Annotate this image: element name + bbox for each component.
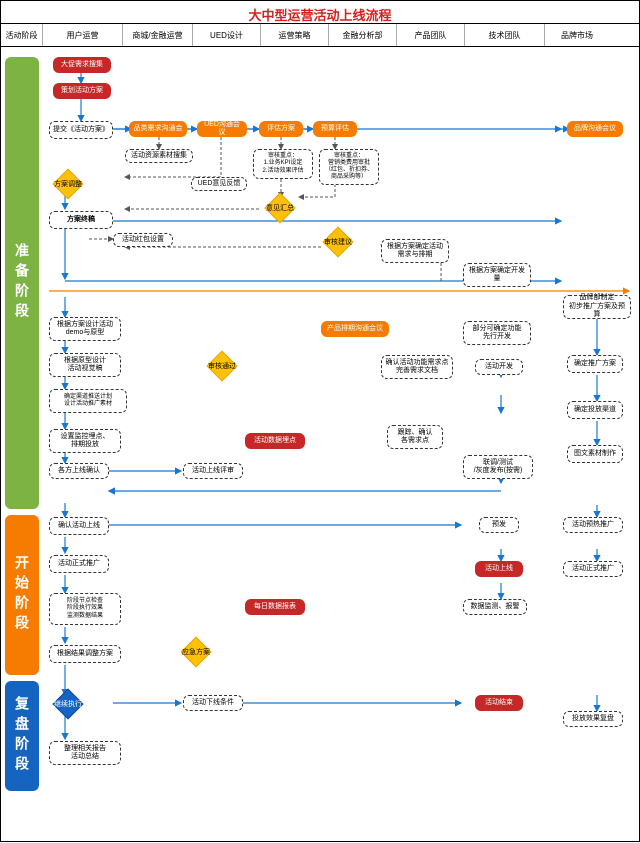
col-phase: 活动阶段 xyxy=(1,24,43,46)
node-data-track: 活动数据埋点 xyxy=(245,433,305,449)
node-early-dev: 部分可确定功能 先行开发 xyxy=(463,321,531,345)
col-tech: 技术团队 xyxy=(465,24,545,46)
node-resource-collect: 活动资源素材搜集 xyxy=(125,149,193,163)
node-review-suggest: 审核建议 xyxy=(322,226,353,257)
col-finance-analysis: 金融分析部 xyxy=(329,24,397,46)
page-title: 大中型运营活动上线流程 xyxy=(1,5,639,24)
node-plan-scheme: 策划活动方案 xyxy=(53,83,111,99)
col-ued: UED设计 xyxy=(193,24,261,46)
node-online-confirm: 各方上线确认 xyxy=(49,463,109,479)
node-category-meeting: 品类需求沟通会 xyxy=(129,121,187,137)
node-offline-cond: 活动下线条件 xyxy=(183,695,243,711)
col-mall-finance: 商城/金融运营 xyxy=(123,24,193,46)
node-promo-plan: 确定推广方案 xyxy=(567,355,623,373)
node-eval-plan: 评估方案 xyxy=(259,121,303,137)
node-dev: 活动开发 xyxy=(475,359,523,375)
node-prepub: 预发 xyxy=(479,517,519,533)
node-brand-initial: 品牌部制定 初步推广方案及预算 xyxy=(563,295,631,319)
node-material: 图文素材制作 xyxy=(567,445,623,463)
node-redpack: 活动红包设置 xyxy=(113,233,173,247)
col-product: 产品团队 xyxy=(397,24,465,46)
node-official-promo: 活动正式推广 xyxy=(49,555,109,573)
node-official-promo2: 活动正式推广 xyxy=(563,561,623,577)
node-emergency: 应急方案 xyxy=(180,636,211,667)
node-confirm-online: 确认活动上线 xyxy=(49,517,109,535)
node-go-live: 活动上线 xyxy=(475,561,523,577)
node-continue: 继续执行 xyxy=(52,688,83,719)
node-online-review: 活动上线评审 xyxy=(183,463,243,479)
node-brand-meeting: 品牌沟通会议 xyxy=(567,121,623,137)
col-strategy: 运营策略 xyxy=(261,24,329,46)
node-ued-meeting: UED沟通会议 xyxy=(197,121,247,137)
node-review2: 审核重点： 营销类费用审批 （红包、折扣券、 商品采购等） xyxy=(319,149,379,185)
node-visual-draft: 根据原型设计 活动视觉稿 xyxy=(49,353,121,377)
node-product-schedule: 根据方案确定活动需求与排期 xyxy=(381,239,449,263)
column-headers: 活动阶段 用户运营 商城/金融运营 UED设计 运营策略 金融分析部 产品团队 … xyxy=(1,23,639,47)
node-adjust: 方案调整 xyxy=(52,168,83,199)
node-summary: 意见汇总 xyxy=(264,192,295,223)
node-channel: 确定投放渠道 xyxy=(567,401,623,419)
node-review1: 审核重点： 1.业务KPI设定 2.活动效果评估 xyxy=(253,149,313,179)
node-approve: 审核通过 xyxy=(206,350,237,381)
phase-prepare: 准备阶段 xyxy=(5,57,39,509)
node-adjust-result: 根据结果调整方案 xyxy=(49,645,121,663)
node-demo-proto: 根据方案设计活动 demo与原型 xyxy=(49,317,121,341)
node-product-sched-meeting: 产品排期沟通会议 xyxy=(321,321,389,337)
node-submit-plan: 提交《活动方案》 xyxy=(49,121,113,139)
node-budget-eval: 预算评估 xyxy=(313,121,357,137)
node-warmup: 活动预热推广 xyxy=(563,517,623,533)
node-final-plan: 方案终稿 xyxy=(49,211,113,229)
node-demand-collect: 大促需求搜集 xyxy=(53,57,111,73)
node-confirm-req: 确认活动功能需求点 完善需求文档 xyxy=(381,355,453,379)
col-brand: 品牌市场 xyxy=(545,24,609,46)
col-user-ops: 用户运营 xyxy=(43,24,123,46)
node-summary-report: 整理相关报告 活动总结 xyxy=(49,741,121,765)
phase-start: 开始阶段 xyxy=(5,515,39,675)
node-effect-review: 投放效果复盘 xyxy=(563,711,623,727)
phase-review: 复盘阶段 xyxy=(5,681,39,791)
node-dev-scope: 根据方案确定开发量 xyxy=(463,263,531,287)
node-end: 活动结束 xyxy=(475,695,523,711)
node-ued-feedback: UED意见反馈 xyxy=(191,177,247,191)
node-channel-plan: 确定渠道推送计划 设计活动推广素材 xyxy=(49,389,127,413)
node-test-gray: 联调/测试 /灰度发布(按需) xyxy=(463,455,533,479)
node-stage-check: 阶段节点检查 阶段执行效果 监测数据结果 xyxy=(49,593,121,625)
node-monitor-alert: 数据监测、报警 xyxy=(463,599,527,615)
node-track-confirm: 跟踪、确认 各需求点 xyxy=(387,425,443,449)
node-daily-report: 每日数据报表 xyxy=(245,599,305,615)
node-monitor-setup: 设置监控埋点、 排期投放 xyxy=(49,429,121,453)
